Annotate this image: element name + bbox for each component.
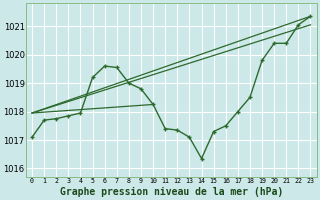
X-axis label: Graphe pression niveau de la mer (hPa): Graphe pression niveau de la mer (hPa) xyxy=(60,186,283,197)
